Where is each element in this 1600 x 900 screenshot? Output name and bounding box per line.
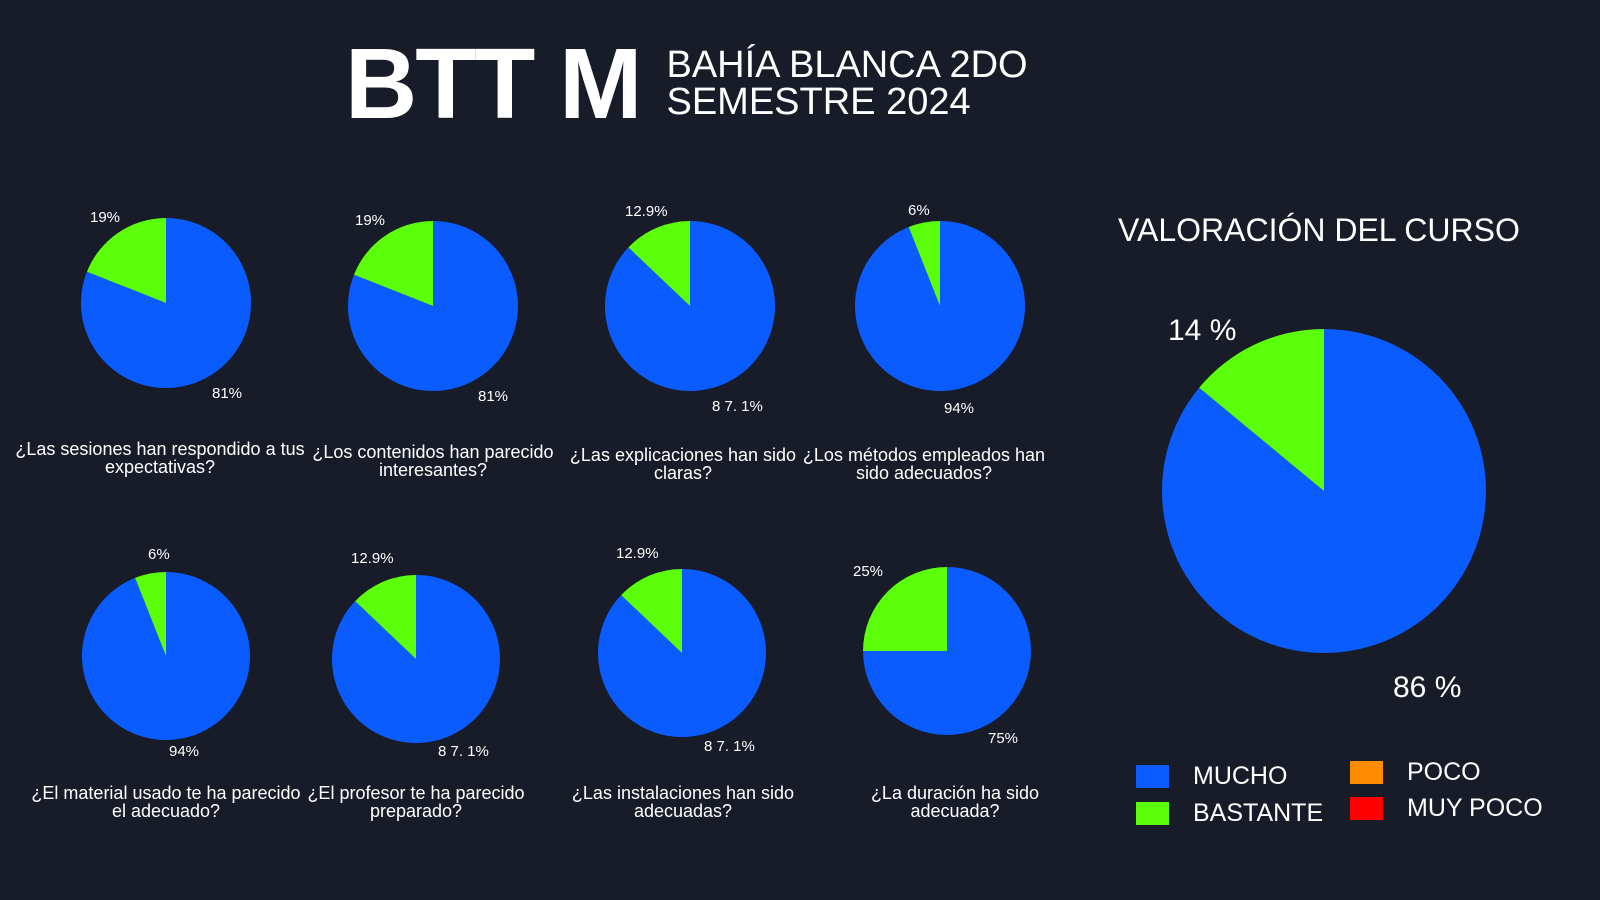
pie-7-label-mucho: 8 7. 1% [704,738,755,755]
brand-title: BTT M [345,28,642,140]
pie-6-slice-bastante [355,575,416,659]
pie-5-label-mucho: 94% [169,743,200,760]
legend-label-poco: POCO [1407,758,1481,786]
pie-8-label-bastante: 25% [853,563,884,580]
pie-4-label-bastante: 6% [908,202,930,219]
pie-9-slice-mucho [1162,328,1487,654]
pie-9-label-mucho: 86 % [1393,671,1462,704]
overall-chart-title: VALORACIÓN DEL CURSO [1118,212,1520,248]
pie-4-question: ¿Los métodos empleados han sido adecuado… [802,445,1046,483]
pie-7-slice-bastante [621,569,682,653]
pie-6-label-bastante: 12.9% [351,550,394,567]
pie-5-slice-mucho [82,572,251,740]
legend-item-mucho: MUCHO [1136,762,1287,791]
pie-1-question: ¿Las sesiones han respondido a tus expec… [15,439,305,477]
pie-3-question: ¿Las explicaciones han sido claras? [569,445,797,483]
legend-item-muy-poco: MUY POCO [1350,794,1543,823]
legend-item-bastante: BASTANTE [1136,799,1323,828]
legend-swatch-poco [1350,761,1383,784]
pie-8-slice-mucho [863,567,1031,735]
legend-item-poco: POCO [1350,758,1481,787]
pie-8-label-mucho: 75% [988,730,1019,747]
pie-3-slice-mucho [604,221,776,391]
pie-5-slice-bastante [135,572,166,656]
pie-2-label-bastante: 19% [355,212,386,229]
pie-2-slice-bastante [353,221,433,306]
pie-2-slice-mucho [348,221,518,392]
pie-6-slice-mucho [332,575,500,743]
legend-swatch-muy-poco [1350,797,1383,820]
pie-2-label-mucho: 81% [478,388,509,405]
pie-9-slice-bastante [1199,329,1324,491]
pie-3-label-mucho: 8 7. 1% [712,398,763,415]
pie-7-label-bastante: 12.9% [616,545,659,562]
pie-7-question: ¿Las instalaciones han sido adecuadas? [571,783,795,821]
header: BTT M BAHÍA BLANCA 2DO SEMESTRE 2024 [345,34,1086,134]
pie-4-label-mucho: 94% [944,400,975,417]
legend-swatch-mucho [1136,765,1169,788]
legend-swatch-bastante [1136,802,1169,825]
legend-label-muy-poco: MUY POCO [1407,794,1543,822]
legend-label-bastante: BASTANTE [1193,799,1324,827]
pie-1-label-bastante: 19% [90,209,121,226]
pie-3-slice-bastante [628,221,690,306]
pie-6-label-mucho: 8 7. 1% [438,743,489,760]
pie-8-question: ¿La duración ha sido adecuada? [870,783,1040,821]
pie-9-label-bastante: 14 % [1168,314,1237,347]
pie-2-question: ¿Los contenidos han parecido interesante… [312,442,554,480]
subtitle-line-1: BAHÍA BLANCA 2DO [666,43,1028,86]
legend-label-mucho: MUCHO [1193,762,1288,790]
pie-3-label-bastante: 12.9% [625,203,668,220]
pie-4-slice-mucho [855,221,1025,391]
pie-1-slice-bastante [86,218,166,303]
pie-6-question: ¿El profesor te ha parecido preparado? [307,783,525,821]
pie-1-label-mucho: 81% [212,385,243,402]
pie-5-label-bastante: 6% [148,546,170,563]
pie-1-slice-mucho [81,218,251,388]
subtitle-line-2: SEMESTRE 2024 [666,81,971,123]
pie-5-question: ¿El material usado te ha parecido el ade… [31,783,301,821]
pie-4-slice-bastante [908,221,940,306]
pie-7-slice-mucho [598,569,767,737]
subtitle: BAHÍA BLANCA 2DO SEMESTRE 2024 [666,43,1086,123]
